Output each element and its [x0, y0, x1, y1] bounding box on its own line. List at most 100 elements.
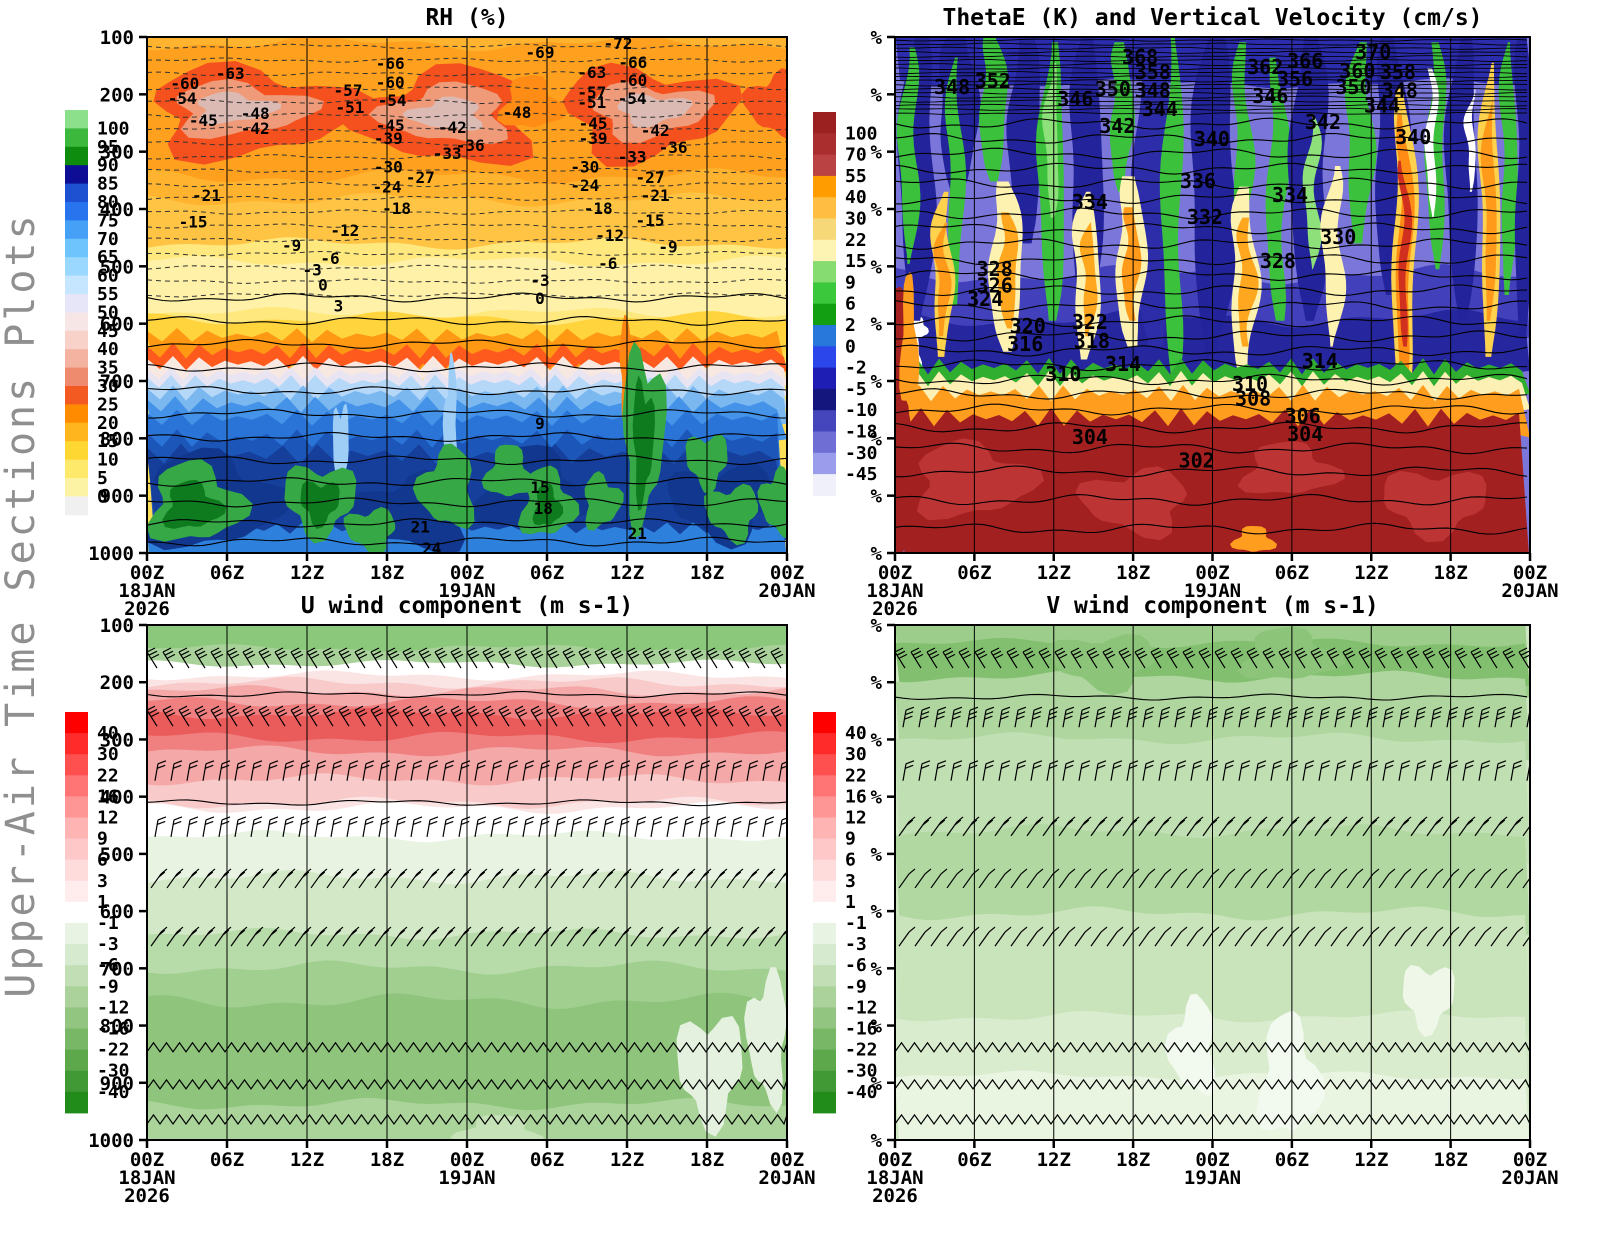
svg-text:500: 500	[100, 844, 134, 866]
svg-text:-22: -22	[97, 1040, 130, 1061]
svg-text:06Z: 06Z	[530, 562, 564, 584]
svg-text:-63: -63	[577, 63, 606, 82]
svg-text:200: 200	[100, 84, 134, 106]
svg-text:06Z: 06Z	[210, 1149, 244, 1171]
svg-text:%: %	[871, 672, 883, 694]
svg-text:12Z: 12Z	[290, 562, 324, 584]
svg-text:-9: -9	[845, 976, 867, 997]
svg-text:-63: -63	[216, 64, 245, 83]
svg-text:-16: -16	[97, 1019, 130, 1040]
svg-text:0: 0	[97, 486, 108, 507]
svg-text:-15: -15	[179, 213, 208, 232]
svg-text:-3: -3	[97, 934, 119, 955]
svg-text:-66: -66	[618, 53, 647, 72]
svg-text:18JAN: 18JAN	[866, 580, 923, 602]
svg-text:-69: -69	[526, 43, 555, 62]
svg-text:-30: -30	[845, 1061, 878, 1082]
svg-text:356: 356	[1277, 67, 1313, 91]
svg-text:%: %	[871, 199, 883, 221]
svg-text:20: 20	[97, 413, 119, 434]
svg-text:9: 9	[535, 414, 545, 433]
svg-text:-60: -60	[170, 74, 199, 93]
svg-text:400: 400	[100, 787, 134, 809]
svg-text:-9: -9	[282, 236, 301, 255]
svg-text:900: 900	[100, 486, 134, 508]
svg-text:-51: -51	[335, 98, 364, 117]
svg-text:-27: -27	[406, 168, 435, 187]
svg-text:328: 328	[977, 257, 1013, 281]
svg-text:00Z: 00Z	[1513, 1149, 1547, 1171]
svg-text:00Z: 00Z	[130, 562, 164, 584]
svg-text:-16: -16	[845, 1019, 878, 1040]
svg-text:-1: -1	[97, 913, 119, 934]
svg-text:24: 24	[422, 539, 441, 558]
svg-text:-22: -22	[845, 1040, 878, 1061]
svg-text:700: 700	[100, 958, 134, 980]
svg-text:70: 70	[97, 229, 119, 250]
svg-text:-66: -66	[376, 54, 405, 73]
svg-text:%: %	[871, 256, 883, 278]
svg-text:40: 40	[845, 723, 867, 744]
svg-text:900: 900	[100, 1073, 134, 1095]
svg-text:-30: -30	[845, 443, 878, 464]
svg-text:1: 1	[97, 892, 108, 913]
svg-text:-40: -40	[845, 1082, 878, 1103]
svg-text:2026: 2026	[872, 1185, 918, 1207]
svg-text:%: %	[871, 1073, 883, 1095]
svg-text:336: 336	[1180, 169, 1216, 193]
svg-text:9: 9	[845, 272, 856, 293]
svg-text:40: 40	[845, 187, 867, 208]
svg-text:600: 600	[100, 901, 134, 923]
svg-text:18: 18	[534, 499, 553, 518]
svg-text:00Z: 00Z	[1195, 1149, 1229, 1171]
panel-u: 00Z 06Z 12Z 18Z 00Z 06Z 12Z 18Z 00Z18JAN202619JA…	[65, 593, 816, 1207]
svg-text:60: 60	[97, 266, 119, 287]
svg-text:-60: -60	[376, 73, 405, 92]
svg-text:12Z: 12Z	[1354, 562, 1388, 584]
svg-text:18JAN: 18JAN	[118, 580, 175, 602]
svg-text:358: 358	[1135, 60, 1171, 84]
svg-text:-39: -39	[579, 129, 608, 148]
svg-text:-21: -21	[192, 186, 221, 205]
panel-v: 00Z 06Z 12Z 18Z 00Z 06Z 12Z 18Z 00Z18JAN202619JA…	[813, 593, 1559, 1207]
svg-text:-15: -15	[636, 211, 665, 230]
svg-text:342: 342	[1305, 110, 1341, 134]
svg-text:95: 95	[97, 137, 119, 158]
svg-text:%: %	[871, 1016, 883, 1038]
svg-text:100: 100	[100, 27, 134, 49]
svg-text:06Z: 06Z	[957, 562, 991, 584]
svg-text:19JAN: 19JAN	[438, 580, 495, 602]
svg-text:-39: -39	[374, 129, 403, 148]
svg-text:1: 1	[845, 892, 856, 913]
svg-text:80: 80	[97, 192, 119, 213]
svg-text:-2: -2	[845, 358, 867, 379]
svg-text:362: 362	[1247, 55, 1283, 79]
svg-text:%: %	[871, 543, 883, 565]
svg-text:-45: -45	[579, 114, 608, 133]
svg-text:310: 310	[1045, 362, 1081, 386]
svg-text:400: 400	[100, 199, 134, 221]
svg-text:2026: 2026	[872, 598, 918, 620]
svg-text:306: 306	[1285, 404, 1321, 428]
svg-text:-6: -6	[845, 955, 867, 976]
svg-text:322: 322	[1072, 310, 1108, 334]
svg-text:-6: -6	[97, 955, 119, 976]
svg-text:%: %	[871, 486, 883, 508]
svg-text:500: 500	[100, 256, 134, 278]
svg-text:-6: -6	[320, 249, 339, 268]
svg-text:330: 330	[1320, 225, 1356, 249]
svg-text:800: 800	[100, 428, 134, 450]
svg-text:19JAN: 19JAN	[438, 1167, 495, 1189]
svg-text:328: 328	[1260, 249, 1296, 273]
svg-text:-72: -72	[604, 34, 633, 53]
svg-text:-45: -45	[845, 464, 878, 485]
svg-text:340: 340	[1194, 127, 1230, 151]
svg-text:334: 334	[1072, 190, 1108, 214]
svg-text:90: 90	[97, 155, 119, 176]
svg-text:15: 15	[97, 431, 119, 452]
svg-text:100: 100	[845, 123, 878, 144]
svg-text:360: 360	[1339, 59, 1375, 83]
